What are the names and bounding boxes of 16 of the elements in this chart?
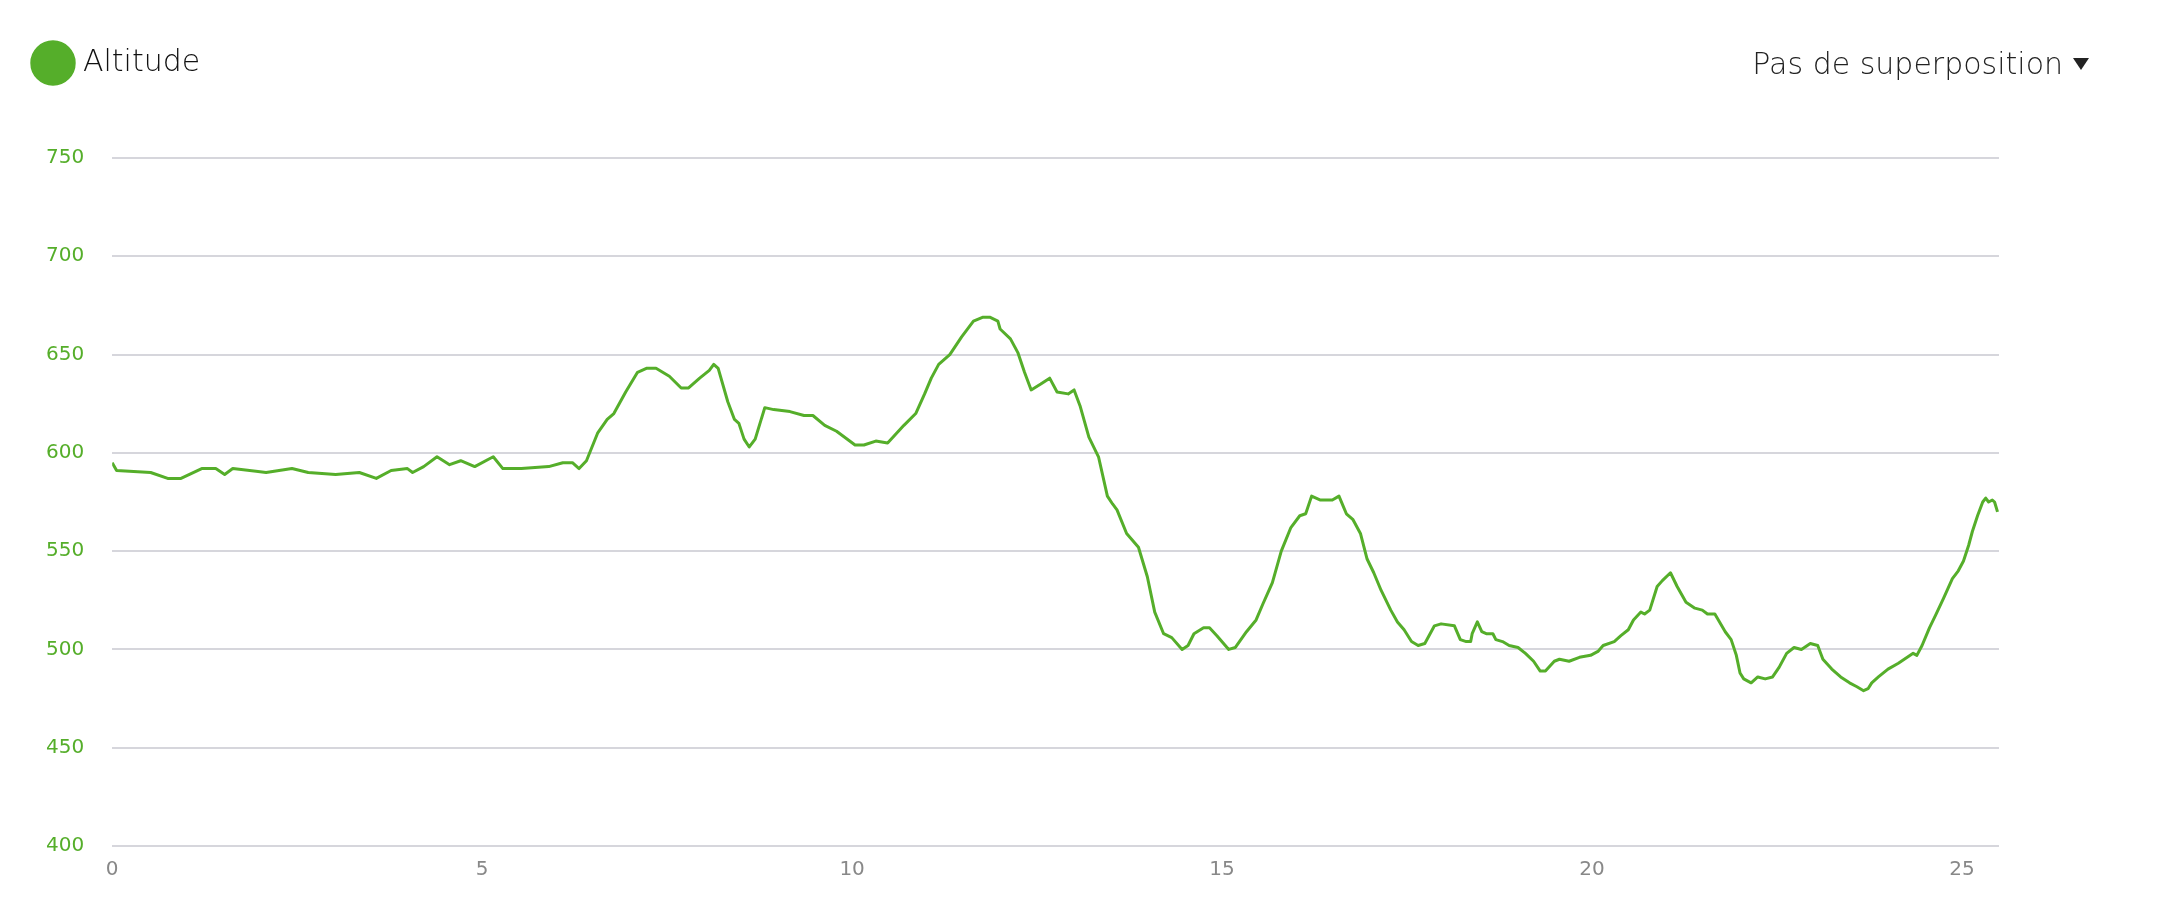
y-tick-label: 500 (45, 635, 85, 660)
x-tick-label: 0 (105, 856, 119, 881)
y-tick-label: 700 (45, 242, 85, 267)
x-tick-label: 25 (1949, 856, 1975, 881)
y-tick-label: 550 (45, 537, 85, 562)
y-tick-label: 750 (45, 144, 85, 169)
x-tick-label: 15 (1209, 856, 1235, 881)
y-tick-label: 400 (45, 832, 85, 857)
x-tick-label: 5 (475, 856, 489, 881)
x-tick-label: 10 (839, 856, 865, 881)
y-tick-label: 650 (45, 340, 85, 365)
legend-label: Altitude (83, 42, 201, 78)
x-tick-label: 20 (1579, 856, 1605, 881)
y-tick-label: 450 (45, 733, 85, 758)
y-tick-label: 600 (45, 439, 85, 464)
text: Pas de superposition (1752, 46, 2063, 81)
